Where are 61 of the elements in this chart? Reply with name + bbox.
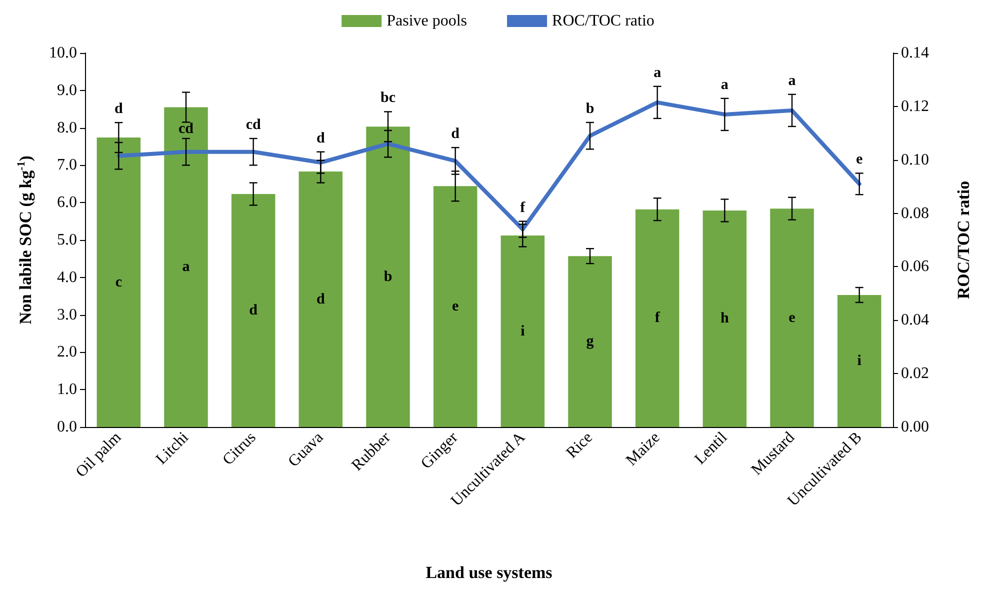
y2-axis-title: ROC/TOC ratio (954, 180, 973, 300)
bar (837, 294, 882, 427)
bar (231, 194, 276, 427)
y-tick-label: 3.0 (57, 306, 77, 324)
data-label: f (654, 310, 661, 326)
bar (500, 236, 545, 427)
data-label: d (316, 291, 326, 308)
data-label: cd (178, 120, 194, 137)
data-label: b (384, 268, 392, 285)
data-label: c (115, 274, 122, 290)
y-axis-title: Non labile SOC (g kg-1) (16, 156, 35, 324)
bar (96, 138, 141, 427)
bar (568, 256, 612, 427)
y-tick-label: 10.0 (49, 44, 77, 62)
data-label: a (182, 259, 190, 276)
data-label: b (586, 100, 594, 117)
legend-label: Pasive pools (386, 12, 468, 30)
y-tick-label: 0.0 (57, 418, 77, 436)
y2-tick-label: 0.06 (901, 258, 929, 276)
data-label: d (249, 302, 258, 318)
data-label: i (520, 323, 525, 340)
data-label: g (586, 334, 594, 350)
y2-tick-label: 0.00 (901, 418, 929, 436)
data-label: a (788, 72, 796, 89)
data-label: a (720, 76, 729, 93)
y-tick-label: 2.0 (57, 344, 77, 361)
data-label: e (856, 152, 863, 168)
x-tick-label: Rice (563, 428, 596, 462)
data-label: f (520, 200, 526, 216)
y2-tick-label: 0.04 (901, 312, 929, 329)
y2-tick-label: 0.02 (901, 365, 929, 382)
y-tick-label: 9.0 (57, 82, 77, 99)
bar (702, 210, 747, 427)
bar (366, 126, 410, 427)
y-tick-label: 7.0 (57, 156, 77, 174)
data-label: d (316, 130, 326, 146)
data-label: a (654, 64, 662, 81)
y2-tick-label: 0.14 (901, 44, 929, 62)
y2-tick-label: 0.12 (901, 98, 929, 115)
data-label: i (857, 352, 862, 369)
y-tick-label: 6.0 (57, 194, 77, 212)
legend-label: ROC/TOC ratio (552, 12, 654, 30)
bar (164, 107, 208, 427)
bar (770, 208, 814, 427)
data-label: d (114, 101, 124, 118)
y2-tick-label: 0.08 (901, 204, 929, 222)
data-label: d (451, 126, 460, 142)
data-label: bc (380, 90, 396, 106)
y-tick-label: 1.0 (57, 381, 77, 398)
x-axis-title: Land use systems (426, 563, 553, 582)
bar (298, 172, 343, 427)
bar (433, 186, 478, 427)
y-tick-label: 5.0 (57, 232, 77, 248)
data-label: e (788, 310, 796, 326)
data-label: e (452, 298, 459, 315)
y-tick-label: 4.0 (57, 268, 77, 286)
y2-tick-label: 0.10 (901, 151, 929, 168)
data-label: cd (246, 116, 262, 133)
y-tick-label: 8.0 (57, 119, 77, 136)
bar (635, 209, 680, 427)
data-label: h (720, 310, 730, 327)
